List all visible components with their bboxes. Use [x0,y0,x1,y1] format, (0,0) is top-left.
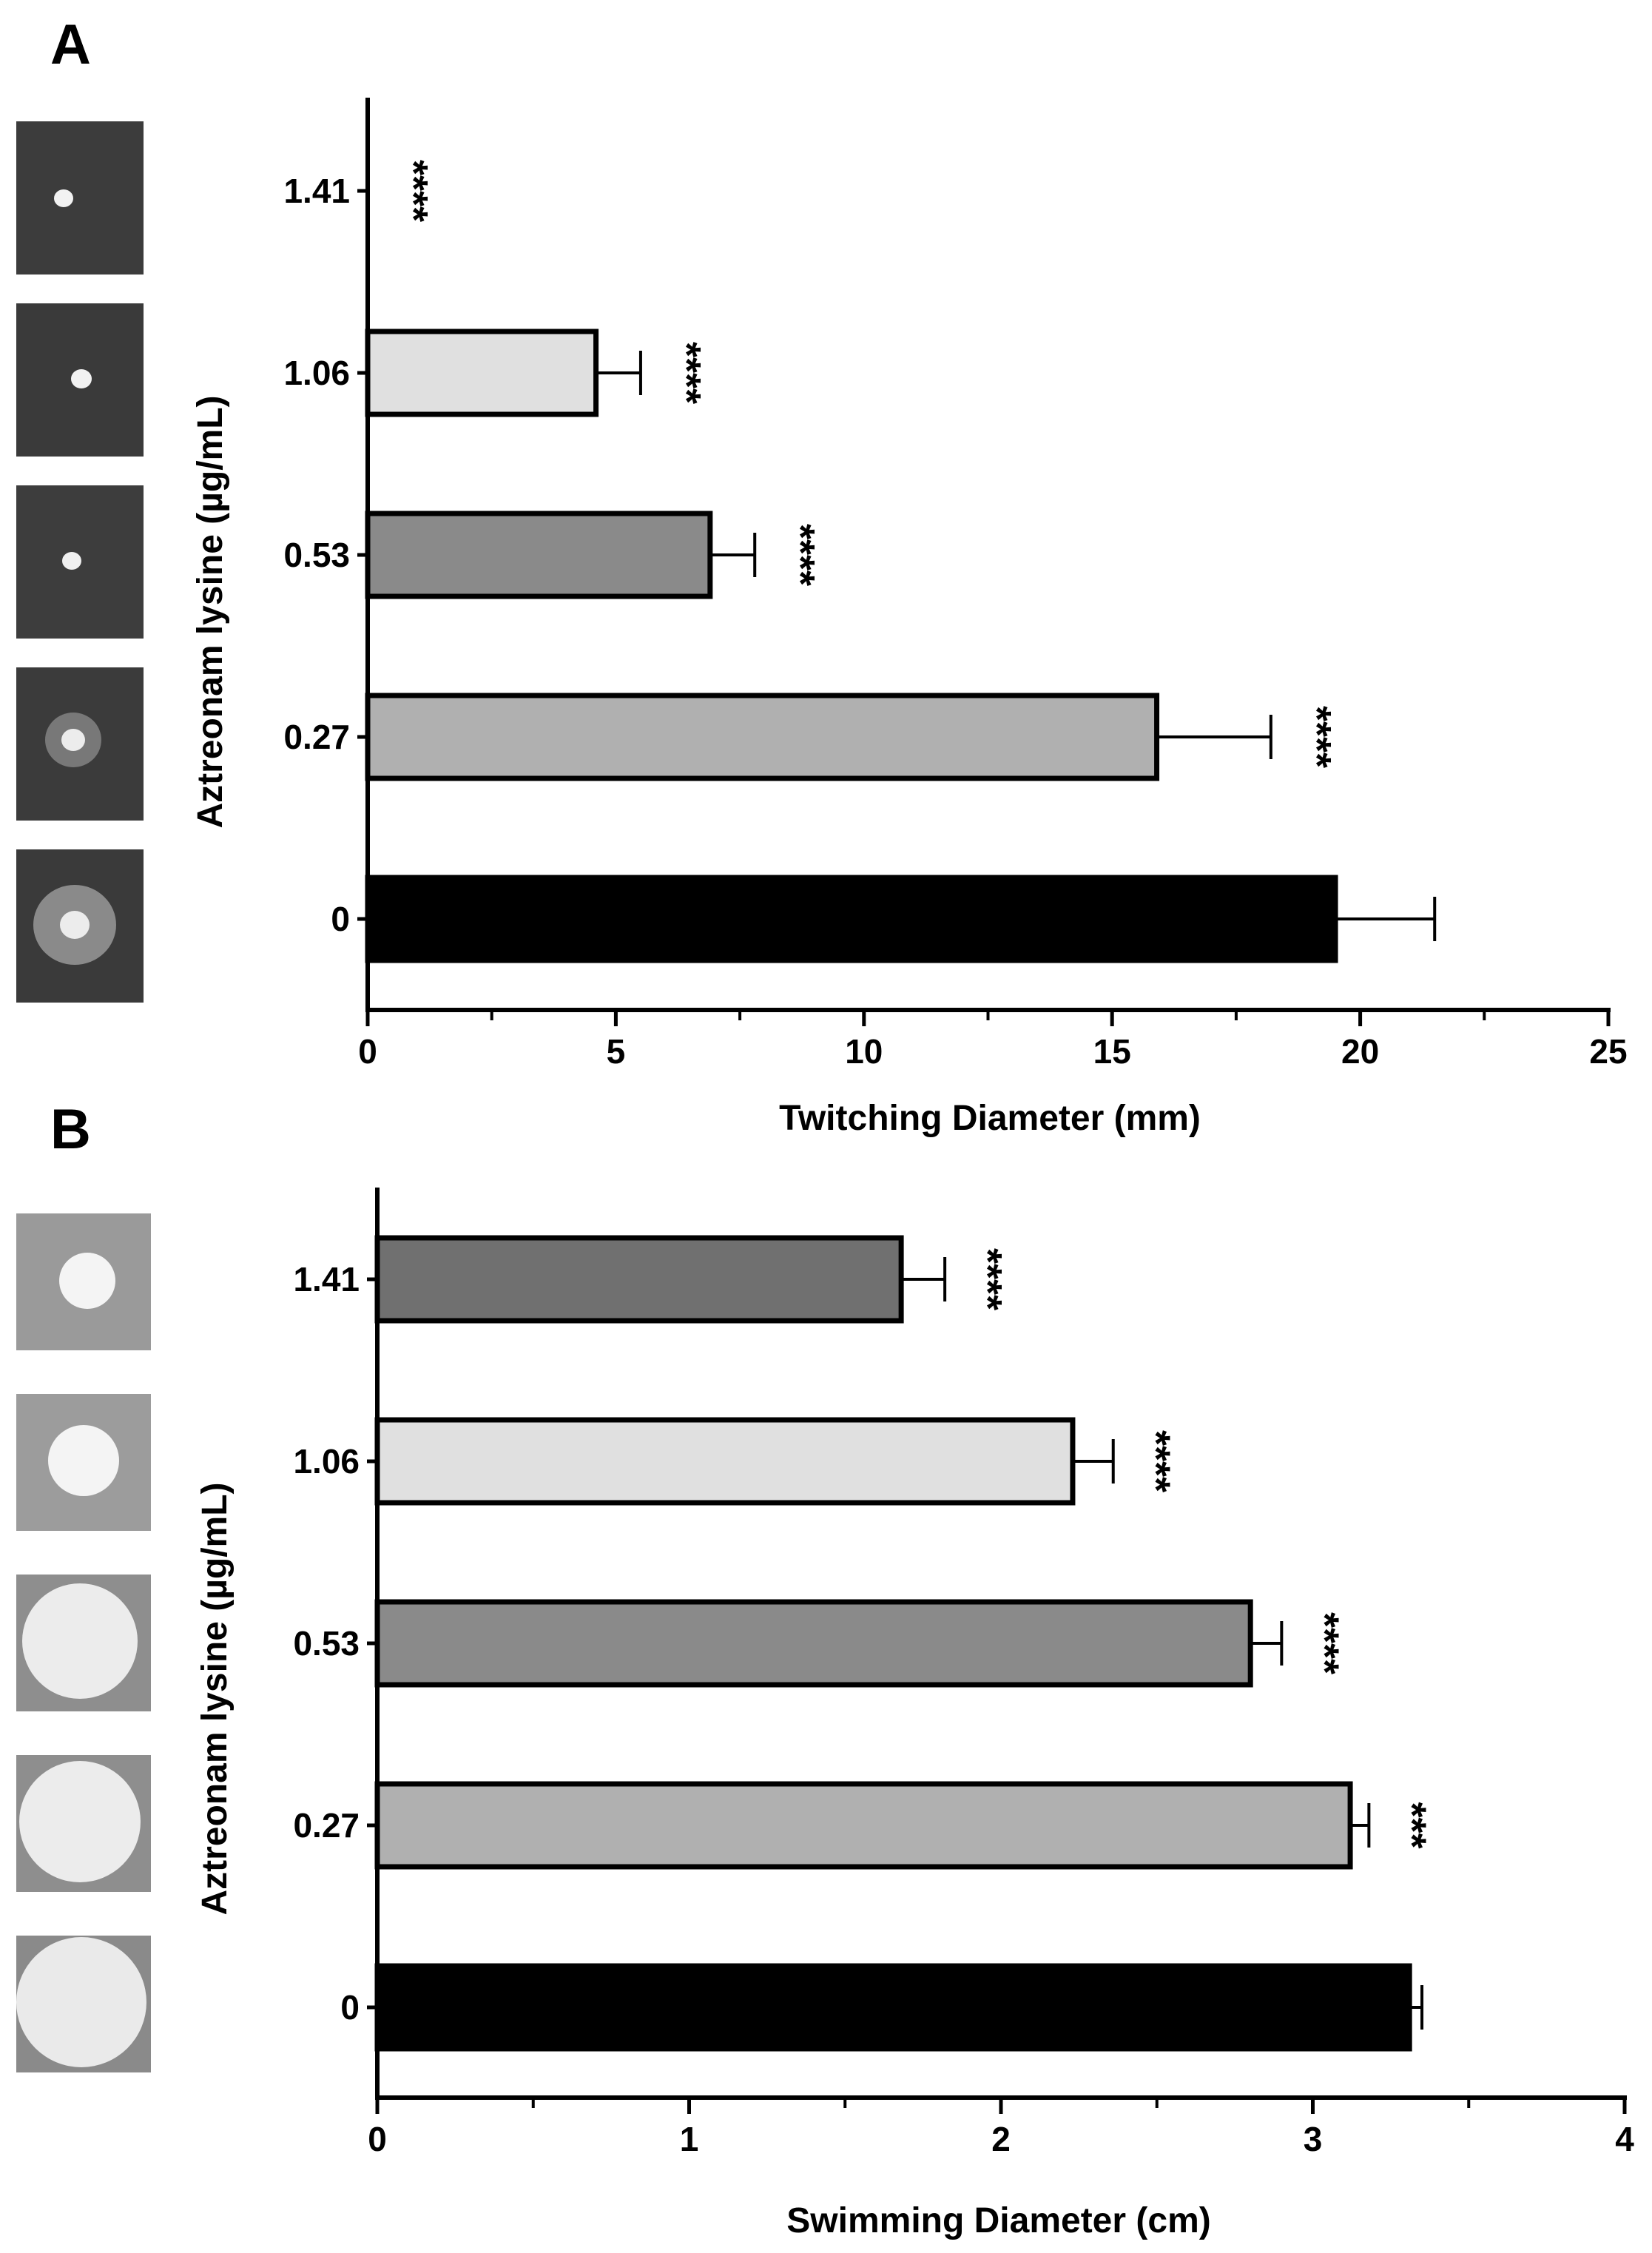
y-tick-label: 1.41 [283,172,350,210]
bar [365,875,1338,963]
y-tick-label: 1.06 [293,1442,360,1481]
y-tick-label: 1.41 [293,1260,360,1299]
plate-photo [16,1755,151,1892]
y-tick-label: 0 [340,1988,360,2027]
significance-label: **** [664,342,709,404]
y-axis-title-a: Aztreonam lysine (µg/mL) [191,395,230,828]
x-tick-label: 2 [991,2120,1011,2158]
bar [374,1417,1076,1506]
chart-b: **** 1.41 **** 1.06 **** 0.53 *** 0.27 0 0 1 2 3 4 [293,1188,1634,2158]
significance-label: **** [1134,1430,1179,1492]
x-tick-label: 15 [1093,1032,1131,1071]
x-axis-title-b: Swimming Diameter (cm) [786,2201,1210,2240]
x-tick-label: 10 [845,1032,883,1071]
significance-label: *** [1389,1802,1434,1848]
x-tick-label: 1 [680,2120,699,2158]
significance-label: **** [391,160,436,222]
plate-photo [16,667,144,821]
y-axis-title-b: Aztreonam lysine (µg/mL) [195,1482,235,1915]
bar [374,1235,904,1324]
bar [374,1963,1412,2052]
panel-letter-b: B [50,1098,91,1161]
significance-label: **** [965,1248,1010,1310]
plate-photo [16,485,144,639]
panel-letter-a: A [50,13,91,76]
bar [365,693,1160,781]
x-tick-label: 20 [1341,1032,1379,1071]
y-tick-label: 0.27 [283,718,350,756]
x-tick-label: 0 [368,2120,387,2158]
x-tick-label: 3 [1304,2120,1323,2158]
y-tick-label: 0.53 [283,536,350,574]
significance-label: **** [778,524,823,586]
x-axis-title-a: Twitching Diameter (mm) [779,1099,1201,1138]
x-tick-label: 4 [1615,2120,1634,2158]
plate-photo [16,849,144,1003]
y-tick-label: 1.06 [283,354,350,392]
y-tick-label: 0.27 [293,1806,360,1845]
significance-label: **** [1302,1612,1346,1674]
plate-photos-b [16,1213,151,2072]
bar [365,329,599,417]
plate-photos-a [16,121,144,1003]
bar [374,1781,1353,1870]
bar [365,511,713,599]
x-tick-label: 0 [358,1032,377,1071]
x-tick-label: 5 [607,1032,626,1071]
plate-photo [16,121,144,275]
plate-photo [16,1575,151,1711]
plate-photo [16,1213,151,1350]
y-tick-label: 0 [331,900,350,938]
plate-photo [16,303,144,457]
significance-label: **** [1295,706,1339,768]
plate-photo [16,1394,151,1531]
bar [374,1599,1253,1688]
x-tick-label: 25 [1589,1032,1627,1071]
y-tick-label: 0.53 [293,1624,360,1663]
plate-photo [16,1936,151,2072]
chart-a: **** 1.41 **** 1.06 **** 0.53 **** 0.27 0 0 5 10 15 2… [283,98,1628,1071]
